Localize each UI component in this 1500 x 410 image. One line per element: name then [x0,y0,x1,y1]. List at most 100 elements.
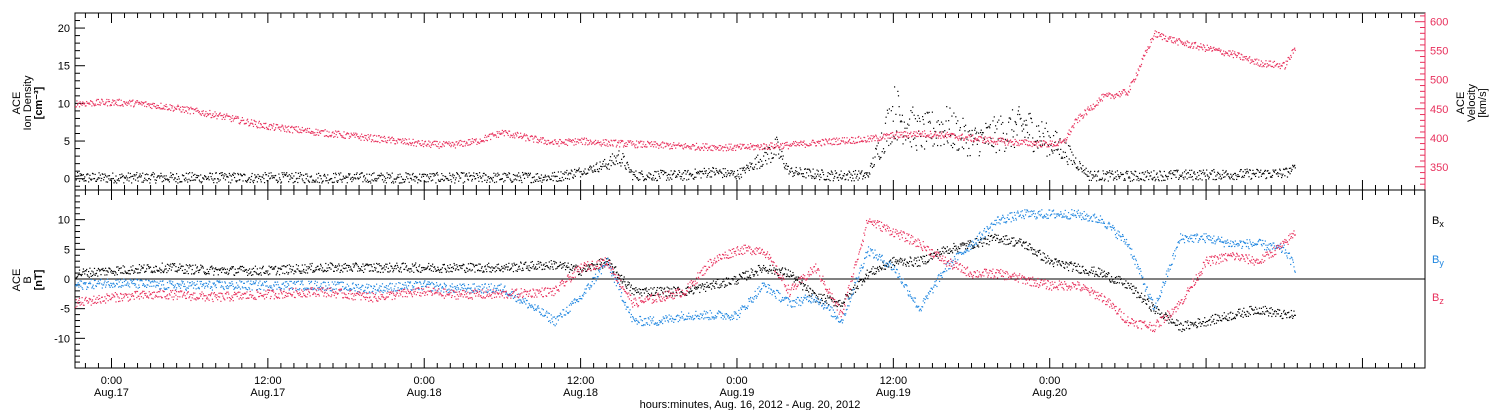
data-point [136,100,139,102]
data-point [1085,167,1087,169]
data-point [325,270,328,273]
data-point [321,267,324,269]
data-point [424,268,427,270]
data-point [559,180,561,182]
data-point [233,274,235,276]
data-point [968,130,971,132]
data-point [1041,146,1043,148]
data-point [132,106,135,108]
data-point [556,175,558,178]
data-point [1182,176,1184,179]
data-point [1002,132,1004,134]
data-point [385,140,387,142]
data-point [963,125,965,128]
data-point [147,266,150,268]
data-point [879,139,881,141]
data-point [879,158,881,160]
data-point [1255,63,1257,65]
data-point [1192,179,1194,181]
data-point [288,174,290,176]
data-point [510,267,513,269]
data-point [944,135,947,137]
data-point [606,168,608,170]
data-point [1110,97,1112,99]
data-point [123,272,125,275]
data-point [1187,46,1190,48]
data-point [1186,40,1188,42]
data-point [1224,51,1227,53]
data-point [365,181,367,183]
data-point [309,176,311,178]
data-point [1009,140,1011,142]
data-point [553,171,556,174]
data-point [939,131,941,133]
data-point [1191,169,1193,171]
data-point [200,114,202,116]
data-point [925,140,928,142]
data-point [213,274,215,276]
data-point [897,95,900,97]
data-point [698,173,700,175]
data-point [1132,80,1134,82]
data-point [547,266,549,268]
data-point [814,173,816,175]
data-point [311,132,313,134]
data-point [317,129,319,131]
data-point [787,144,789,146]
data-point [495,134,497,136]
data-point [401,140,403,142]
data-point [1075,157,1077,159]
data-point [224,173,226,175]
data-point [1248,57,1250,59]
data-point [340,179,343,181]
data-point [418,265,420,268]
data-point [374,180,376,182]
data-point [469,175,471,177]
data-point [475,138,477,140]
data-point [929,136,931,139]
data-point [1083,114,1085,116]
data-point [1250,59,1252,61]
data-point [761,160,763,162]
data-point [1199,178,1201,180]
data-point [675,176,677,179]
data-point [219,112,221,114]
data-point [1133,178,1135,181]
data-point [218,114,220,116]
data-point [721,146,724,148]
data-point [1015,123,1018,126]
data-point [962,137,964,139]
data-point [273,123,275,125]
data-point [274,175,276,177]
data-point [1088,175,1090,177]
data-point [482,271,484,273]
data-point [1184,41,1186,43]
data-point [993,146,995,148]
data-point [520,262,522,264]
data-point [654,141,657,143]
data-point [1286,64,1288,66]
data-point [1025,119,1027,121]
data-point [176,106,178,108]
data-point [81,273,83,275]
data-point [792,175,794,178]
data-point [146,268,148,270]
data-point [660,146,662,148]
data-point [244,269,246,271]
data-point [665,171,667,174]
data-point [903,135,905,137]
data-point [799,167,801,169]
data-point [517,175,519,178]
data-point [537,260,539,263]
data-point [442,144,444,146]
data-point [490,138,492,141]
data-point [775,146,777,148]
data-point [890,110,892,112]
data-point [1178,38,1180,40]
data-point [331,134,333,136]
data-point [132,265,134,267]
data-point [776,145,778,147]
data-point [159,177,161,179]
data-point [612,145,614,147]
data-point [634,174,636,176]
